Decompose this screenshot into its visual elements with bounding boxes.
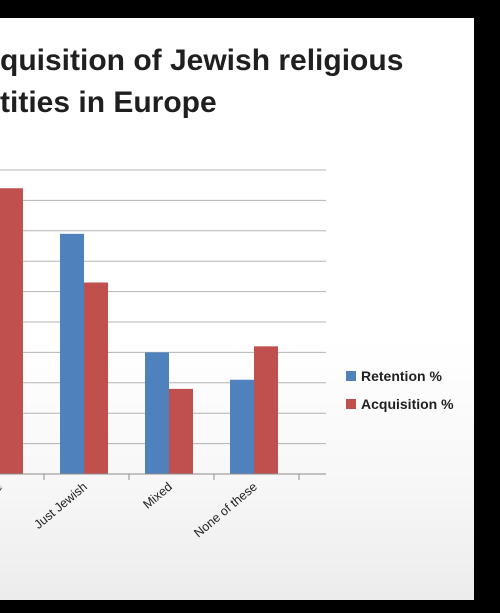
bar-retention-1	[60, 233, 84, 474]
bar-acquisition-3	[254, 346, 278, 474]
right-black-bar	[474, 0, 500, 613]
legend-item-retention: Retention %	[346, 362, 454, 390]
x-tick-label: Just Jewish	[31, 480, 90, 532]
x-tick-labels: essive Just Jewish Mixed None of these	[0, 480, 260, 541]
bottom-black-bar	[0, 600, 500, 613]
bar-retention-2	[145, 352, 169, 474]
legend: Retention % Acquisition %	[346, 362, 454, 418]
bar-acquisition-0	[0, 188, 23, 475]
bar-acquisition-2	[169, 388, 193, 474]
chart-title-line-1: quisition of Jewish religious	[0, 44, 404, 77]
chart-title-line-2: tities in Europe	[0, 86, 217, 119]
legend-swatch-acquisition	[346, 399, 356, 409]
legend-label-acquisition: Acquisition %	[361, 396, 454, 412]
legend-label-retention: Retention %	[361, 368, 442, 384]
x-axis	[0, 473, 326, 480]
x-tick-label: essive	[0, 480, 5, 514]
top-black-bar	[0, 0, 500, 18]
bar-retention-3	[230, 379, 254, 474]
x-tick-label: Mixed	[140, 480, 175, 512]
bar-acquisition-1	[84, 282, 108, 474]
bars	[0, 188, 278, 475]
slide: quisition of Jewish religious tities in …	[0, 18, 474, 600]
x-tick-label: None of these	[191, 480, 260, 541]
bar-chart: essive Just Jewish Mixed None of these	[0, 169, 326, 541]
legend-swatch-retention	[346, 371, 356, 381]
legend-item-acquisition: Acquisition %	[346, 390, 454, 418]
